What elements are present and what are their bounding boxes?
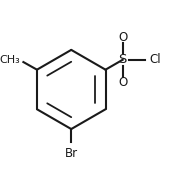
Text: O: O <box>118 30 127 44</box>
Text: CH₃: CH₃ <box>0 55 20 65</box>
Text: O: O <box>118 76 127 89</box>
Text: Cl: Cl <box>149 53 161 66</box>
Text: S: S <box>118 53 127 66</box>
Text: Br: Br <box>65 147 78 160</box>
